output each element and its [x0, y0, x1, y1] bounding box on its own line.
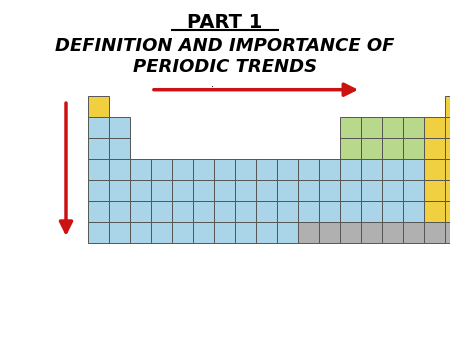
- Bar: [172, 201, 193, 222]
- Bar: [361, 117, 382, 138]
- Bar: [382, 159, 403, 180]
- Bar: [445, 138, 450, 159]
- Text: PART 1: PART 1: [187, 13, 263, 31]
- Bar: [214, 180, 235, 201]
- Bar: [235, 159, 256, 180]
- Bar: [424, 159, 445, 180]
- Bar: [319, 159, 340, 180]
- Bar: [88, 159, 109, 180]
- Bar: [88, 117, 109, 138]
- Bar: [214, 222, 235, 243]
- Bar: [172, 222, 193, 243]
- Bar: [361, 138, 382, 159]
- Bar: [277, 222, 298, 243]
- Bar: [172, 180, 193, 201]
- Bar: [88, 180, 109, 201]
- Bar: [214, 201, 235, 222]
- Bar: [382, 138, 403, 159]
- Bar: [172, 159, 193, 180]
- Bar: [235, 201, 256, 222]
- Bar: [130, 201, 151, 222]
- Bar: [256, 222, 277, 243]
- Bar: [193, 180, 214, 201]
- Bar: [256, 180, 277, 201]
- Bar: [340, 222, 361, 243]
- Bar: [193, 159, 214, 180]
- Bar: [424, 180, 445, 201]
- Bar: [340, 159, 361, 180]
- Bar: [340, 117, 361, 138]
- Bar: [214, 159, 235, 180]
- Text: .: .: [211, 79, 213, 89]
- Bar: [403, 180, 424, 201]
- Bar: [445, 180, 450, 201]
- Bar: [88, 201, 109, 222]
- Bar: [424, 117, 445, 138]
- Bar: [424, 138, 445, 159]
- Bar: [445, 96, 450, 117]
- Bar: [403, 117, 424, 138]
- Bar: [130, 222, 151, 243]
- Bar: [445, 201, 450, 222]
- Bar: [382, 180, 403, 201]
- Bar: [88, 222, 109, 243]
- Bar: [403, 222, 424, 243]
- Bar: [445, 222, 450, 243]
- Bar: [130, 180, 151, 201]
- Bar: [88, 96, 109, 117]
- Bar: [382, 201, 403, 222]
- Bar: [130, 159, 151, 180]
- Bar: [235, 222, 256, 243]
- Bar: [151, 180, 172, 201]
- Bar: [319, 222, 340, 243]
- Bar: [382, 117, 403, 138]
- Bar: [361, 159, 382, 180]
- Bar: [382, 222, 403, 243]
- Bar: [445, 117, 450, 138]
- Bar: [277, 201, 298, 222]
- Bar: [151, 222, 172, 243]
- Bar: [445, 159, 450, 180]
- Bar: [277, 180, 298, 201]
- Bar: [109, 222, 130, 243]
- Bar: [298, 180, 319, 201]
- Text: PERIODIC TRENDS: PERIODIC TRENDS: [133, 58, 317, 76]
- Bar: [109, 159, 130, 180]
- Bar: [88, 138, 109, 159]
- Bar: [319, 180, 340, 201]
- Bar: [361, 222, 382, 243]
- Bar: [256, 201, 277, 222]
- Bar: [298, 201, 319, 222]
- Bar: [151, 201, 172, 222]
- Bar: [319, 201, 340, 222]
- Bar: [424, 201, 445, 222]
- Bar: [403, 159, 424, 180]
- Bar: [193, 222, 214, 243]
- Bar: [109, 117, 130, 138]
- Bar: [109, 138, 130, 159]
- Bar: [256, 159, 277, 180]
- Bar: [298, 159, 319, 180]
- Bar: [298, 222, 319, 243]
- Bar: [340, 180, 361, 201]
- Bar: [235, 180, 256, 201]
- Bar: [403, 138, 424, 159]
- Bar: [109, 201, 130, 222]
- Bar: [277, 159, 298, 180]
- Bar: [340, 201, 361, 222]
- Bar: [424, 222, 445, 243]
- Bar: [193, 201, 214, 222]
- Bar: [361, 180, 382, 201]
- Bar: [151, 159, 172, 180]
- Bar: [340, 138, 361, 159]
- Text: DEFINITION AND IMPORTANCE OF: DEFINITION AND IMPORTANCE OF: [55, 37, 395, 55]
- Bar: [109, 180, 130, 201]
- Bar: [403, 201, 424, 222]
- Bar: [361, 201, 382, 222]
